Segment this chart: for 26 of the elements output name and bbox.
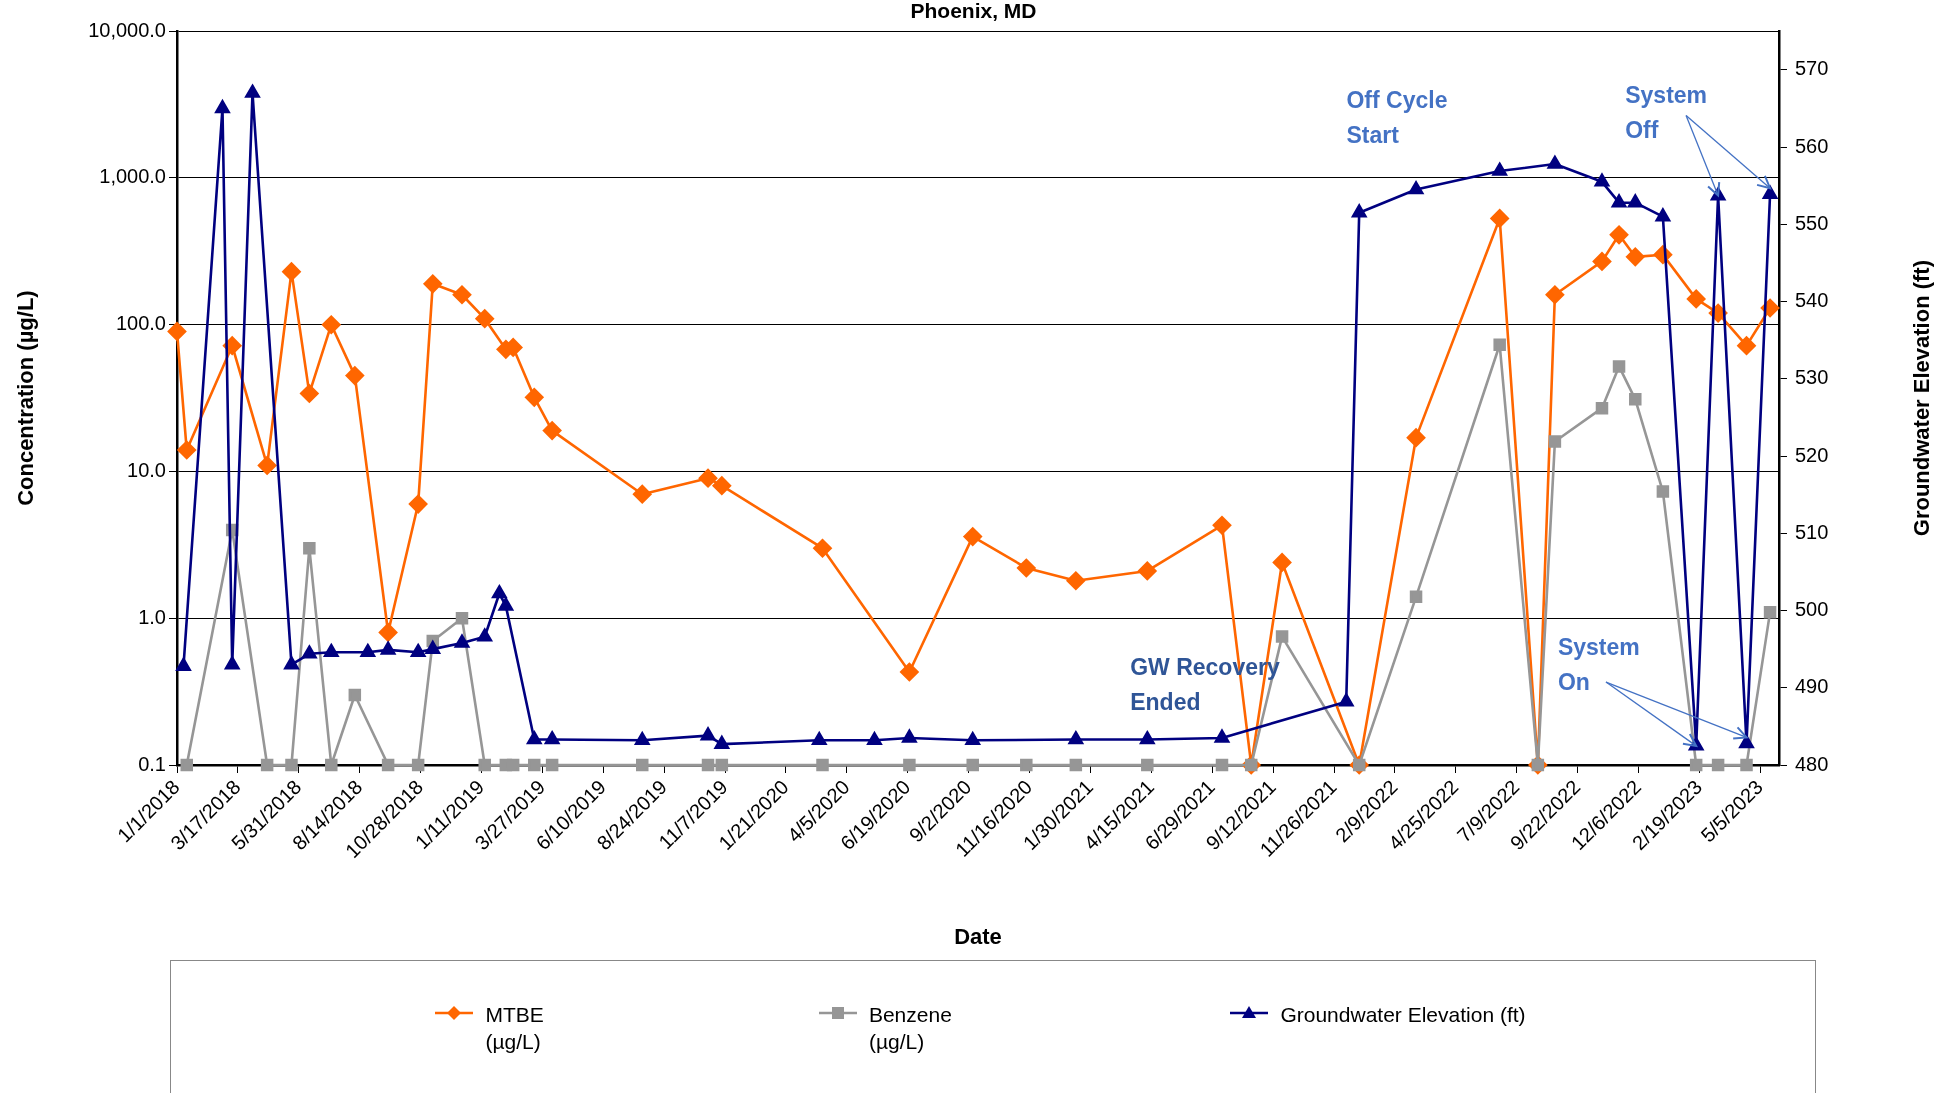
y-tick-label: 1,000.0	[99, 165, 166, 188]
y2-axis-title: Groundwater Elevation (ft)	[1909, 259, 1935, 537]
y2-tick-label: 490	[1795, 675, 1829, 698]
y-axis-title: Concentration (µg/L)	[13, 290, 39, 506]
y-tick-label: 10,000.0	[88, 18, 166, 41]
y2-tick-label: 480	[1795, 752, 1829, 775]
legend-label: Groundwater Elevation (ft)	[1280, 1002, 1526, 1028]
y-tick-label: 100.0	[115, 312, 166, 335]
annotation: Off Cycle Start	[1346, 86, 1448, 148]
legend-label: MTBE (µg/L)	[485, 1002, 545, 1055]
y2-tick-label: 550	[1795, 211, 1829, 234]
x-axis-title: Date	[954, 923, 1002, 949]
y-tick-label: 1.0	[138, 605, 166, 628]
legend-label: Benzene (µg/L)	[868, 1002, 953, 1055]
y-tick-label: 10.0	[127, 459, 166, 481]
y2-tick-label: 540	[1795, 289, 1829, 312]
y2-tick-label: 520	[1795, 443, 1829, 466]
y2-tick-label: 570	[1795, 57, 1829, 80]
y2-tick-label: 500	[1795, 598, 1829, 621]
y-tick-label: 0.1	[138, 752, 166, 775]
y2-tick-label: 510	[1795, 520, 1829, 543]
chart-title: Phoenix, MD	[910, 0, 1037, 23]
y2-tick-label: 530	[1795, 366, 1829, 389]
annotation: System On	[1557, 633, 1640, 695]
annotation: System Off	[1625, 82, 1708, 144]
y2-tick-label: 560	[1795, 134, 1829, 157]
